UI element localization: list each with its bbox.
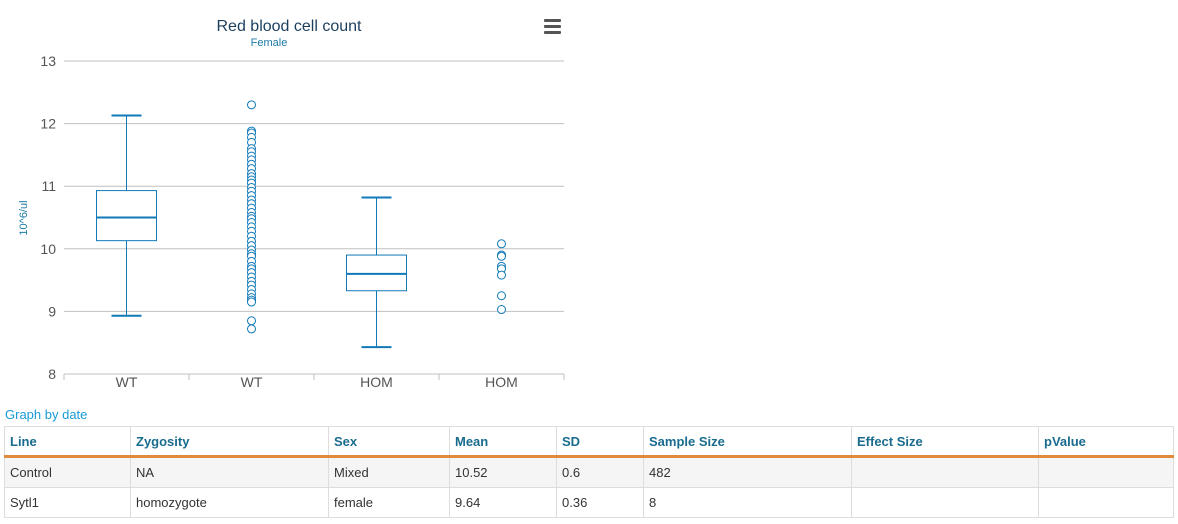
data-point <box>497 251 506 261</box>
cell-sd: 0.6 <box>556 456 644 488</box>
y-tick-label: 9 <box>48 303 56 319</box>
table-header-row: Line Zygosity Sex Mean SD Sample Size Ef… <box>4 426 1174 458</box>
header-pvalue[interactable]: pValue <box>1038 426 1174 458</box>
cell-mean: 10.52 <box>449 456 557 488</box>
data-point <box>247 316 256 326</box>
cell-pvalue <box>1038 487 1174 518</box>
cell-zygosity: homozygote <box>130 487 329 518</box>
cell-line: Sytl1 <box>4 487 131 518</box>
chart-subtitle: Female <box>251 37 288 49</box>
y-tick-label: 13 <box>40 53 56 69</box>
cell-mean: 9.64 <box>449 487 557 518</box>
box <box>96 190 157 242</box>
cell-sex: Mixed <box>328 456 450 488</box>
y-tick-label: 8 <box>48 366 56 382</box>
graph-by-date-link[interactable]: Graph by date <box>5 407 88 422</box>
data-point <box>497 305 506 315</box>
y-tick-label: 11 <box>41 178 56 194</box>
y-tick-label: 10 <box>40 241 56 257</box>
chart-container: Red blood cell count Female 8 9 10 11 12 13 10^6… <box>0 0 580 400</box>
table-row: Control NA Mixed 10.52 0.6 482 <box>4 456 1174 488</box>
cell-sex: female <box>328 487 450 518</box>
data-point <box>247 100 256 110</box>
cell-sample-size: 482 <box>643 456 852 488</box>
header-mean[interactable]: Mean <box>449 426 557 458</box>
data-point <box>247 324 256 334</box>
data-point <box>247 297 256 307</box>
header-effect-size[interactable]: Effect Size <box>851 426 1039 458</box>
data-point <box>497 270 506 280</box>
header-sample-size[interactable]: Sample Size <box>643 426 852 458</box>
chart-title: Red blood cell count <box>217 18 363 35</box>
cell-pvalue <box>1038 456 1174 488</box>
data-point <box>497 291 506 301</box>
header-zygosity[interactable]: Zygosity <box>130 426 329 458</box>
y-axis-label: 10^6/ul <box>18 200 30 235</box>
header-line[interactable]: Line <box>4 426 131 458</box>
cell-effect-size <box>851 456 1039 488</box>
cell-effect-size <box>851 487 1039 518</box>
cell-sd: 0.36 <box>556 487 644 518</box>
cell-zygosity: NA <box>130 456 329 488</box>
cell-line: Control <box>4 456 131 488</box>
boxplot-chart: Red blood cell count Female 8 9 10 11 12 13 10^6… <box>18 18 565 390</box>
x-tick-label: WT <box>116 374 138 390</box>
header-sd[interactable]: SD <box>556 426 644 458</box>
y-tick-label: 12 <box>40 116 56 132</box>
results-table: Line Zygosity Sex Mean SD Sample Size Ef… <box>4 426 1174 518</box>
x-tick-label: HOM <box>360 374 393 390</box>
chart-menu-icon[interactable] <box>540 16 564 40</box>
x-tick-label: WT <box>241 374 263 390</box>
cell-sample-size: 8 <box>643 487 852 518</box>
data-point <box>497 239 506 249</box>
header-sex[interactable]: Sex <box>328 426 450 458</box>
x-tick-label: HOM <box>485 374 518 390</box>
table-row: Sytl1 homozygote female 9.64 0.36 8 <box>4 487 1174 518</box>
